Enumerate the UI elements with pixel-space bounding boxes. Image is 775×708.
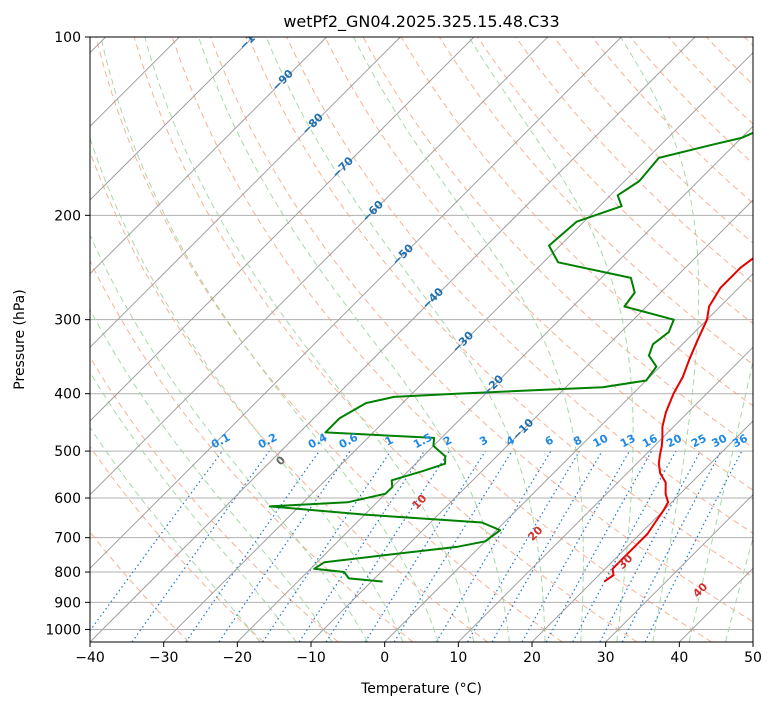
dry-adiabat-line <box>438 37 753 366</box>
mixing-ratio-label: 25 <box>689 432 709 451</box>
mixing-ratio-line <box>466 450 580 642</box>
pressure-gridlines <box>90 37 753 630</box>
moist-adiabat-line <box>198 37 510 642</box>
isotherm-line <box>90 37 254 201</box>
x-tick-label: 50 <box>744 650 762 666</box>
moist-adiabat-line <box>468 37 634 642</box>
y-axis-ticks: 100 200 300 400 500 600 700 800 900 1000 <box>45 30 90 638</box>
x-axis-label: Temperature (°C) <box>360 681 482 697</box>
y-tick-label: 100 <box>54 30 81 46</box>
moist-adiabat-line <box>90 426 261 642</box>
x-axis-ticks: −40 −30 −20 −10 0 10 20 30 40 50 <box>75 642 762 666</box>
x-tick-label: 0 <box>380 650 389 666</box>
mixing-ratio-label: 10 <box>591 431 611 450</box>
mixing-ratio-label: 20 <box>664 431 684 450</box>
mixing-ratio-line <box>298 450 425 642</box>
mixing-ratio-line <box>364 450 486 642</box>
x-tick-label: −40 <box>75 650 105 666</box>
mixing-ratio-label: 36 <box>730 432 750 451</box>
moist-adiabat-line <box>100 37 439 642</box>
moist-adiabat-line <box>265 37 546 642</box>
moist-adiabat-line <box>90 233 369 642</box>
dry-adiabat-line <box>286 37 753 534</box>
isotherm-line <box>163 51 753 642</box>
x-tick-label: 30 <box>597 650 615 666</box>
isotherm-line <box>457 346 753 642</box>
isotherm-line <box>531 420 753 642</box>
isotherm-line <box>90 37 328 275</box>
dry-adiabat-line <box>209 37 753 623</box>
moist-adiabat-line <box>688 358 753 642</box>
plot-area: −100−90−80−70−60−50−40−30−20−100.10.20.4… <box>90 37 753 642</box>
y-tick-label: 200 <box>54 208 81 224</box>
dry-adiabat-line <box>400 37 753 407</box>
y-tick-label: 600 <box>54 491 81 507</box>
isotherm-line <box>605 493 753 642</box>
isotherms <box>90 37 753 642</box>
mixing-ratio-lines <box>90 450 743 642</box>
plot-frame <box>89 36 754 643</box>
mixing-ratio-line <box>435 450 552 642</box>
mixing-ratio-line <box>325 450 450 642</box>
x-tick-label: 10 <box>449 650 467 666</box>
moist-adiabat-line <box>90 371 297 642</box>
y-tick-label: 400 <box>54 387 81 403</box>
x-tick-label: −30 <box>149 650 179 666</box>
isotherm-line <box>90 37 622 570</box>
moist-adiabat-line <box>144 37 475 642</box>
dry-adiabats <box>90 37 753 642</box>
mixing-ratio-line <box>262 450 392 642</box>
y-tick-label: 900 <box>54 595 81 611</box>
x-tick-label: −10 <box>296 650 326 666</box>
isotherm-line <box>90 37 475 422</box>
moist-adiabat-line <box>352 37 584 642</box>
temperature-profile-line <box>603 257 753 583</box>
mixing-ratio-label: 30 <box>710 432 730 451</box>
isotherm-line <box>90 37 549 496</box>
y-tick-label: 300 <box>54 313 81 329</box>
mixing-ratio-line <box>599 450 702 642</box>
y-tick-label: 500 <box>54 444 81 460</box>
dry-adiabat-line <box>90 150 488 642</box>
y-tick-label: 700 <box>54 531 81 547</box>
x-tick-label: −20 <box>223 650 253 666</box>
dry-adiabat-line <box>133 37 638 642</box>
profile-lines <box>268 131 753 583</box>
dewpoint-profile-line <box>268 131 753 583</box>
dry-adiabat-line <box>90 259 414 642</box>
isotherm-line <box>310 199 753 642</box>
dry-adiabat-line <box>90 445 264 642</box>
dry-adiabat-line <box>324 37 753 491</box>
mixing-ratio-line <box>218 450 351 642</box>
dry-adiabat-line <box>248 37 753 578</box>
x-tick-label: 40 <box>670 650 688 666</box>
moist-adiabat-line <box>620 37 700 642</box>
dry-adiabat-line <box>95 37 563 642</box>
moist-adiabat-line <box>725 536 753 642</box>
y-tick-label: 1000 <box>45 622 81 638</box>
moist-adiabats <box>90 37 753 642</box>
chart-title: wetPf2_GN04.2025.325.15.48.C33 <box>283 12 559 32</box>
mixing-ratio-label: 13 <box>618 432 638 451</box>
mixing-ratio-label: 16 <box>640 432 660 451</box>
mixing-ratio-line <box>185 450 320 642</box>
dry-adiabat-line <box>362 37 753 449</box>
moist-adiabat-line <box>90 136 404 642</box>
mixing-ratio-line <box>572 450 677 642</box>
moist-adiabat-line <box>90 308 333 642</box>
y-tick-label: 800 <box>54 565 81 581</box>
y-axis-label: Pressure (hPa) <box>12 289 28 389</box>
isotherm-line <box>90 37 696 642</box>
isotherm-line <box>90 37 401 349</box>
dry-adiabat-line <box>171 37 712 642</box>
x-tick-label: 20 <box>523 650 541 666</box>
